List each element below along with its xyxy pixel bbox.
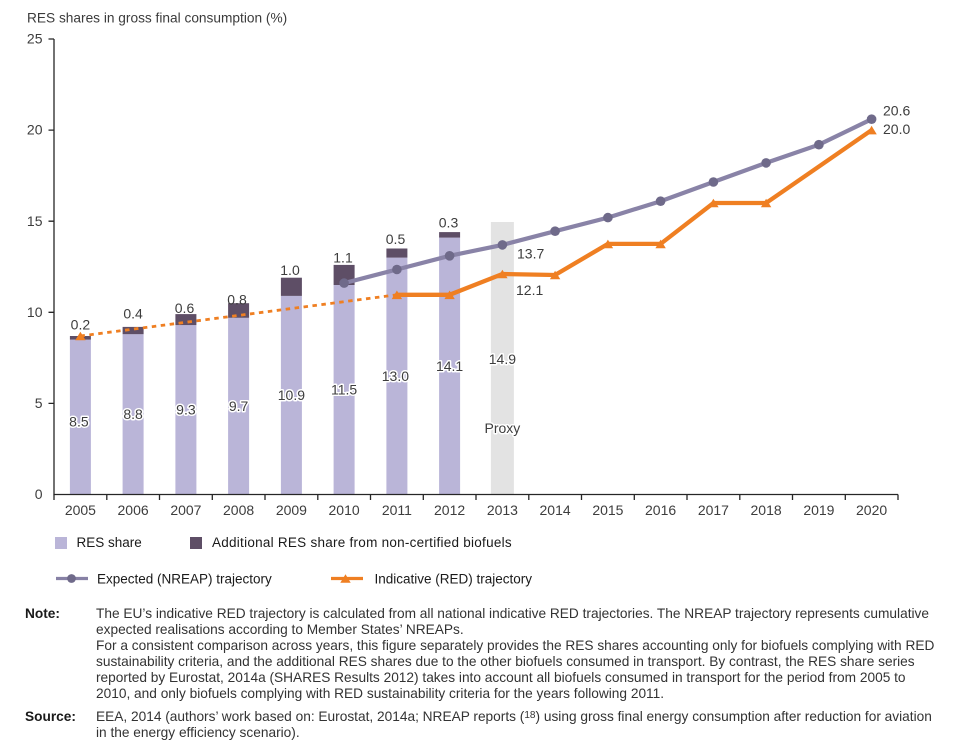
svg-text:Proxy: Proxy <box>485 420 521 436</box>
svg-text:0.6: 0.6 <box>175 300 195 316</box>
svg-text:13.0: 13.0 <box>382 368 409 384</box>
svg-text:2011: 2011 <box>382 502 412 518</box>
svg-text:2013: 2013 <box>487 502 518 518</box>
svg-text:2009: 2009 <box>276 502 307 518</box>
svg-text:20.0: 20.0 <box>883 121 910 137</box>
svg-text:Indicative (RED) trajectory: Indicative (RED) trajectory <box>375 572 533 587</box>
svg-text:11.5: 11.5 <box>331 382 357 398</box>
svg-text:2010: 2010 <box>329 502 360 518</box>
svg-text:0: 0 <box>35 486 43 502</box>
svg-text:14.1: 14.1 <box>436 358 463 374</box>
svg-text:2020: 2020 <box>856 502 887 518</box>
svg-text:2005: 2005 <box>65 502 96 518</box>
svg-text:8.8: 8.8 <box>123 406 143 422</box>
svg-text:Expected (NREAP) trajectory: Expected (NREAP) trajectory <box>97 572 272 587</box>
svg-text:Additional RES share from non-: Additional RES share from non-certified … <box>212 535 512 550</box>
svg-text:9.7: 9.7 <box>229 398 249 414</box>
svg-text:2006: 2006 <box>118 502 149 518</box>
svg-text:0.3: 0.3 <box>439 214 459 230</box>
svg-text:13.7: 13.7 <box>517 246 544 262</box>
svg-text:2012: 2012 <box>434 502 465 518</box>
svg-text:20.6: 20.6 <box>883 103 910 119</box>
svg-text:2016: 2016 <box>645 502 676 518</box>
svg-text:10.9: 10.9 <box>278 387 305 403</box>
svg-text:25: 25 <box>27 31 43 47</box>
svg-text:1.0: 1.0 <box>280 262 300 278</box>
svg-text:2015: 2015 <box>592 502 623 518</box>
svg-text:0.8: 0.8 <box>227 291 247 307</box>
svg-text:12.1: 12.1 <box>516 282 543 298</box>
svg-text:RES share: RES share <box>77 535 142 550</box>
svg-text:1.1: 1.1 <box>333 250 353 266</box>
svg-text:8.5: 8.5 <box>69 414 89 430</box>
svg-text:0.2: 0.2 <box>71 317 91 333</box>
svg-text:5: 5 <box>35 395 43 411</box>
svg-text:9.3: 9.3 <box>176 402 196 418</box>
svg-text:2007: 2007 <box>170 502 201 518</box>
svg-text:0.4: 0.4 <box>123 305 143 321</box>
svg-text:RES shares in gross final cons: RES shares in gross final consumption (%… <box>27 11 287 26</box>
svg-text:2008: 2008 <box>223 502 254 518</box>
svg-text:0.5: 0.5 <box>386 231 406 247</box>
svg-text:2017: 2017 <box>698 502 729 518</box>
svg-text:2018: 2018 <box>751 502 782 518</box>
svg-text:20: 20 <box>27 122 43 138</box>
svg-text:2019: 2019 <box>803 502 834 518</box>
svg-text:14.9: 14.9 <box>489 351 516 367</box>
svg-text:2014: 2014 <box>540 502 571 518</box>
svg-text:10: 10 <box>27 304 43 320</box>
svg-text:15: 15 <box>27 213 43 229</box>
